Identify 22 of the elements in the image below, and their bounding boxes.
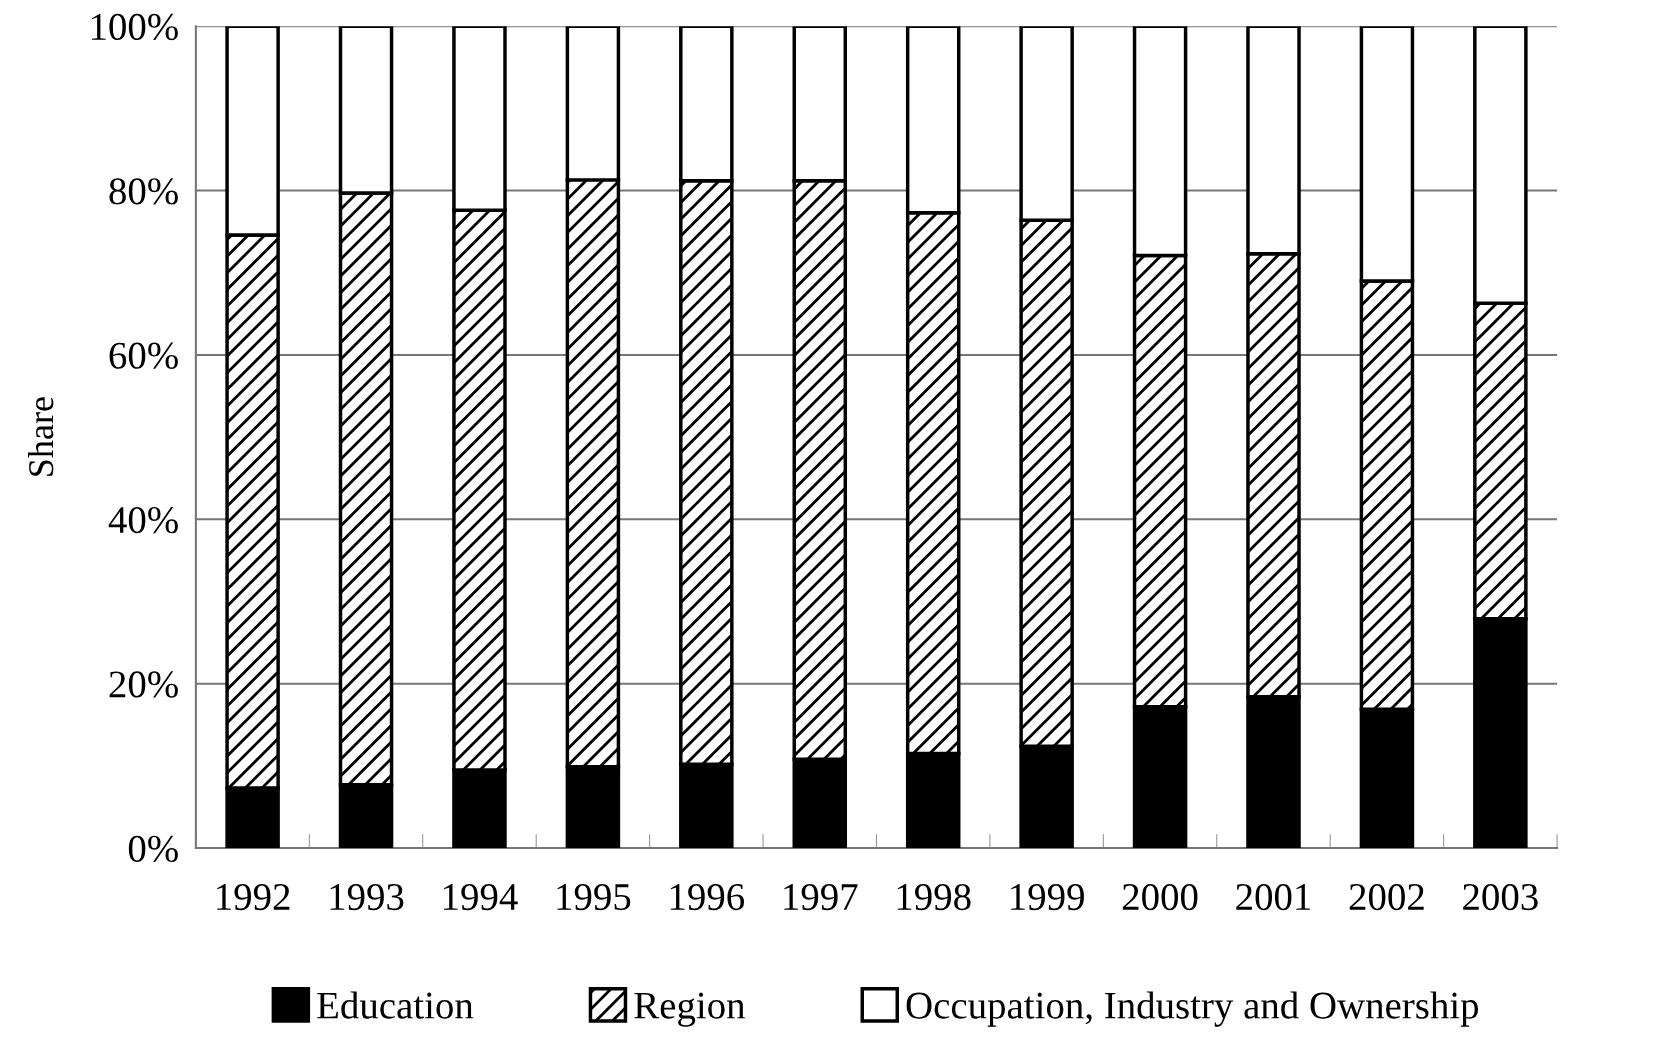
x-tick-label: 1995 xyxy=(557,884,631,911)
y-tick-label: 60% xyxy=(109,342,178,369)
y-axis-title: Share xyxy=(27,397,54,476)
x-tick-label: 2001 xyxy=(1236,883,1311,911)
y-tick-label: 40% xyxy=(108,506,178,534)
x-tick-label: 2000 xyxy=(1122,883,1198,911)
x-tick-label: 1994 xyxy=(444,884,518,911)
x-tick-label: 2002 xyxy=(1349,883,1424,911)
y-tick-label: 20% xyxy=(109,671,178,698)
x-tick-label: 1998 xyxy=(897,883,971,911)
x-tick-label: 1999 xyxy=(1011,884,1084,911)
y-tick-label: 100% xyxy=(91,13,178,41)
legend-label: Region xyxy=(634,992,745,1027)
legend-label: Occupation, Industry and Ownership xyxy=(906,991,1479,1027)
x-tick-label: 1993 xyxy=(330,884,404,911)
y-tick-label: 80% xyxy=(109,178,178,205)
x-tick-label: 1997 xyxy=(784,884,858,911)
x-tick-label: 2003 xyxy=(1463,883,1538,911)
legend-label: Education xyxy=(317,991,474,1019)
y-tick-label: 0% xyxy=(128,835,178,863)
x-tick-label: 1996 xyxy=(670,884,745,911)
x-tick-label: 1992 xyxy=(217,884,290,911)
